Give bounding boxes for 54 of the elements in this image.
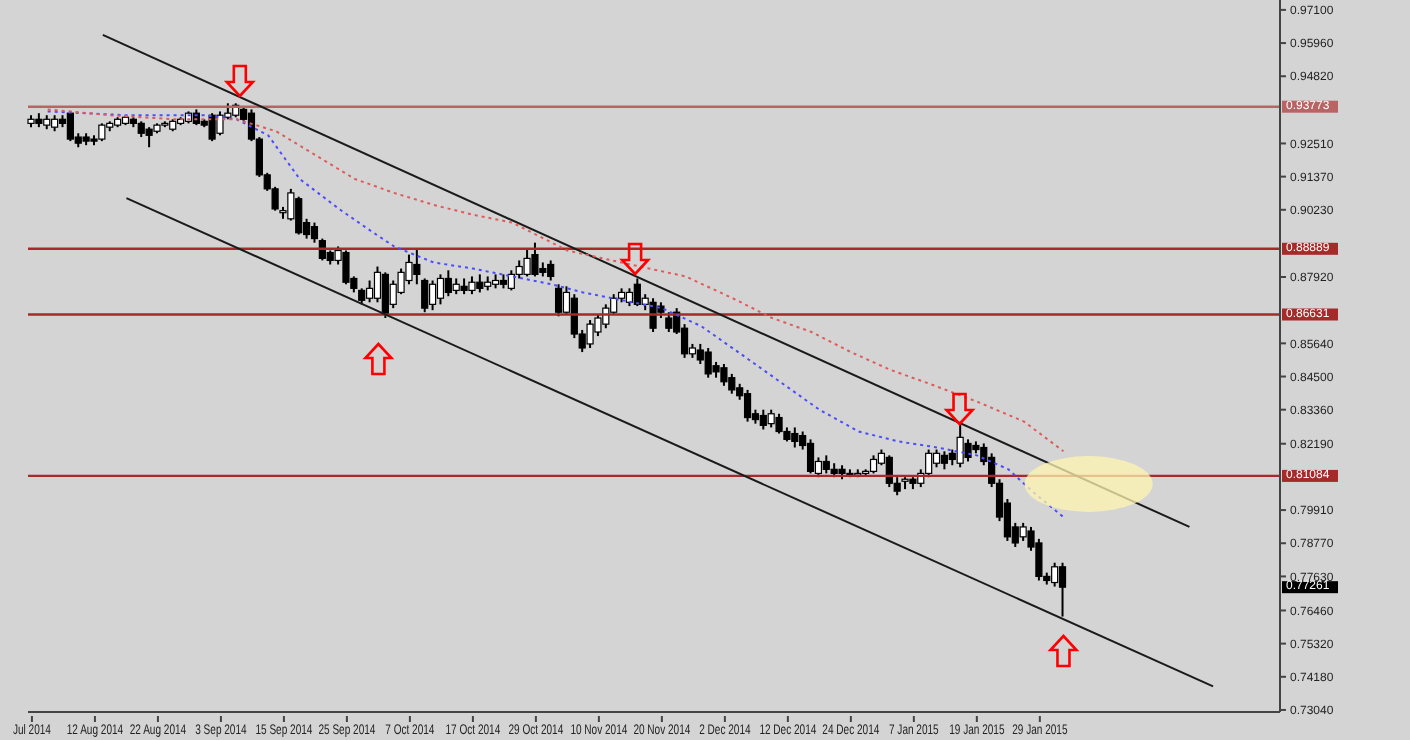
candlestick	[775, 412, 783, 435]
candlestick	[436, 273, 445, 306]
x-tick-label: 29 Oct 2014	[508, 722, 565, 739]
candlestick	[885, 454, 893, 489]
candlestick	[822, 454, 830, 475]
candlestick	[547, 259, 555, 282]
x-tick-label: 24 Dec 2014	[822, 722, 881, 739]
candlestick	[940, 450, 949, 471]
x-tick-label: 17 Oct 2014	[445, 722, 502, 739]
x-tick-label: 22 Aug 2014	[129, 722, 188, 739]
x-tick-label: 19 Jan 2015	[949, 722, 1006, 739]
line-series	[46, 108, 1065, 453]
candlestick	[806, 438, 815, 475]
x-tick-label: 29 Jan 2015	[1012, 722, 1069, 739]
x-tick-label: 20 Nov 2014	[633, 722, 692, 739]
candlestick	[956, 422, 964, 469]
x-tick-label: 7 Jan 2015	[888, 722, 940, 739]
candlestick	[208, 112, 216, 143]
candlestick	[586, 319, 594, 349]
candlestick	[531, 241, 539, 278]
x-tick-label: Jul 2014	[12, 722, 52, 739]
candlestick	[720, 363, 728, 387]
candlestick	[1058, 561, 1067, 618]
x-tick-label: 12 Aug 2014	[66, 722, 125, 739]
candlestick	[295, 195, 303, 236]
candlestick	[1051, 561, 1059, 588]
candlestick	[66, 110, 74, 143]
candlestick	[743, 388, 752, 423]
candlestick	[145, 126, 153, 149]
candlestick	[405, 253, 413, 286]
candlestick	[476, 273, 484, 294]
x-tick-label: 25 Sep 2014	[318, 722, 377, 739]
x-tick-label: 3 Sep 2014	[195, 722, 248, 739]
x-tick-label: 2 Dec 2014	[699, 722, 752, 739]
x-tick-label: 10 Nov 2014	[570, 722, 629, 739]
x-tick-label: 15 Sep 2014	[255, 722, 314, 739]
candlestick	[759, 408, 767, 431]
candlestick	[428, 279, 437, 312]
candlestick	[633, 277, 641, 308]
x-tick-label: 12 Dec 2014	[759, 722, 818, 739]
line-series	[46, 110, 1065, 519]
candlestick	[523, 247, 531, 278]
candlestick	[216, 110, 224, 137]
candlestick	[444, 269, 452, 298]
candlestick	[381, 271, 389, 320]
candlestick	[310, 221, 319, 244]
candlestick	[704, 347, 712, 379]
candlestick	[791, 426, 799, 449]
candlestick	[342, 249, 350, 286]
candlestick	[925, 448, 933, 479]
candlestick	[869, 454, 878, 475]
candlestick	[728, 372, 736, 395]
x-tick-label: 7 Oct 2014	[385, 722, 436, 739]
candlestick	[365, 279, 374, 304]
